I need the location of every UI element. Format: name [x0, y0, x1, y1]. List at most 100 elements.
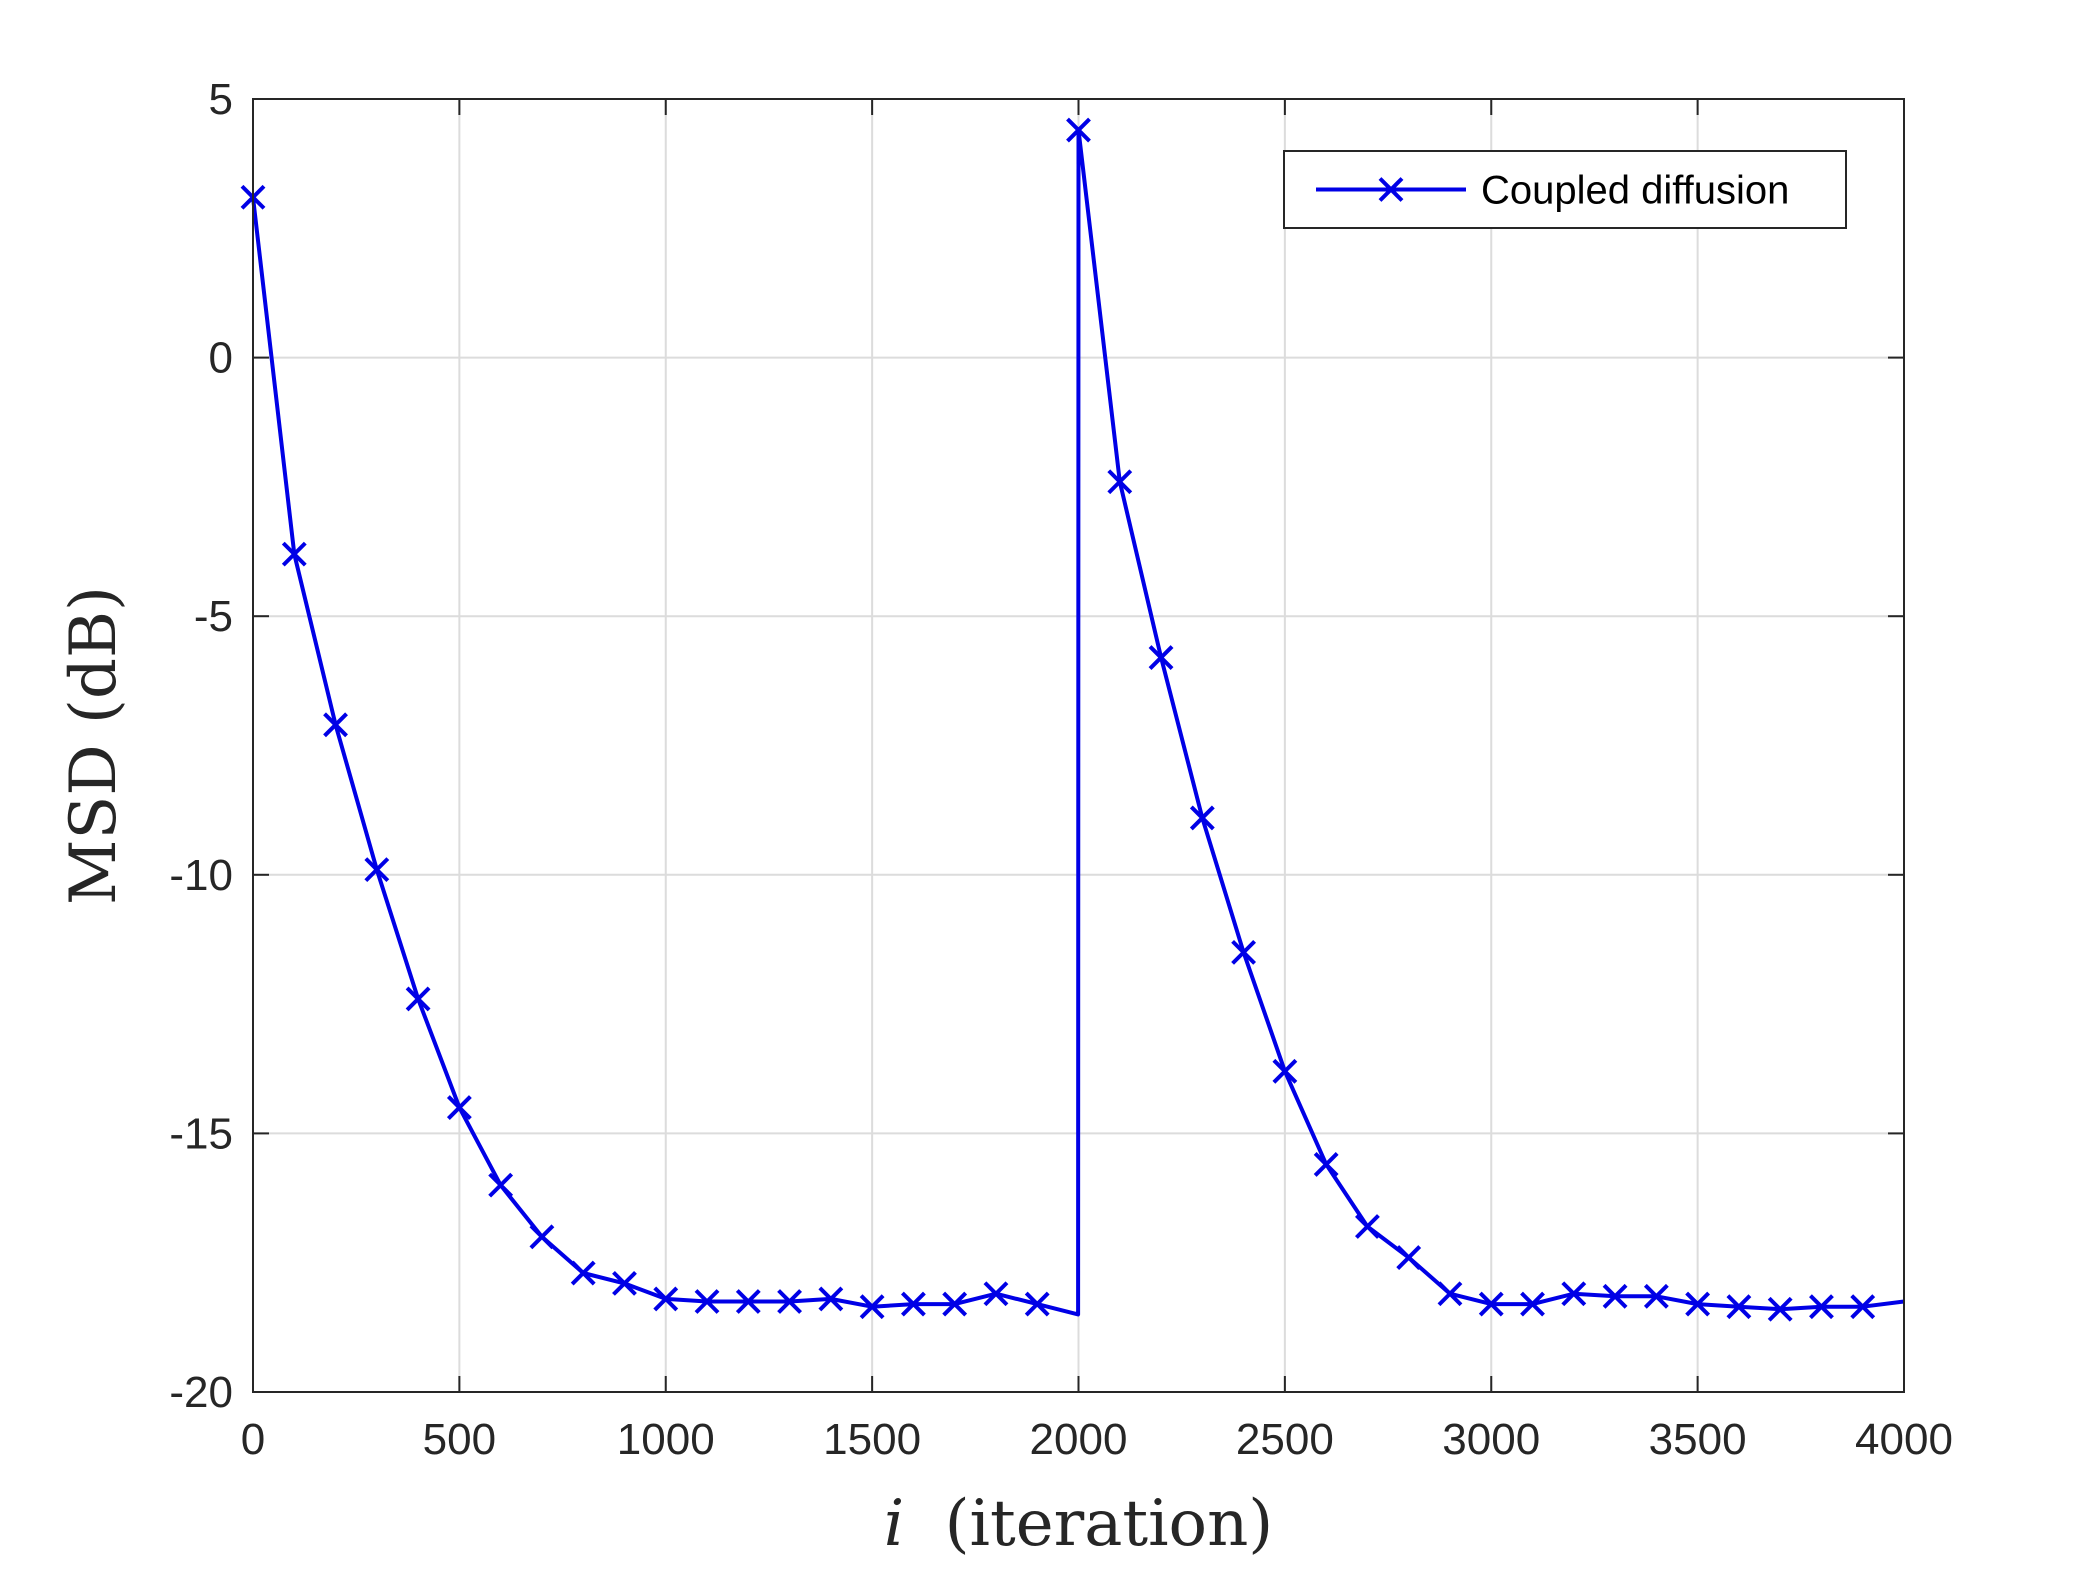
data-point-marker [900, 1291, 926, 1317]
marker-stroke [1066, 117, 1091, 143]
marker-stroke [1602, 1283, 1628, 1309]
marker-stroke [1313, 1152, 1339, 1177]
x-axis-label: i (iteration) [884, 1487, 1274, 1561]
marker-stroke [900, 1291, 926, 1317]
data-point-marker [529, 1224, 555, 1250]
data-point-marker [1107, 469, 1133, 495]
marker-stroke [1355, 1214, 1380, 1239]
marker-stroke [1272, 1058, 1298, 1084]
data-point-marker [694, 1289, 720, 1314]
x-tick-label: 2000 [1030, 1415, 1128, 1464]
data-point-marker [942, 1291, 968, 1317]
tick-labels: 0 500 1000 1500 2000 2500 3000 3500 4000 -20 -15 -1… [169, 75, 1953, 1464]
marker-stroke [1685, 1291, 1711, 1317]
x-tick-label: 0 [241, 1415, 265, 1464]
data-point-marker [1726, 1294, 1752, 1320]
data-point-marker [488, 1172, 514, 1198]
marker-stroke [1809, 1294, 1834, 1320]
plot-area-frame [252, 98, 1905, 1393]
marker-stroke [1643, 1283, 1669, 1309]
data-point-marker [405, 986, 431, 1012]
marker-stroke [281, 541, 307, 567]
data-point-marker [1520, 1291, 1545, 1317]
marker-stroke [1107, 469, 1133, 495]
marker-stroke [1767, 1296, 1793, 1322]
marker-stroke [1561, 1281, 1587, 1307]
data-point-marker [1355, 1214, 1380, 1239]
data-point-marker [612, 1270, 637, 1296]
y-tick-label: -20 [169, 1368, 233, 1417]
data-point-marker [1643, 1283, 1669, 1309]
marker-stroke [529, 1224, 555, 1250]
y-tick-label: -5 [194, 592, 233, 641]
x-axis-label-text: (iteration) [945, 1487, 1274, 1561]
marker-stroke [364, 857, 390, 883]
x-axis-label-italic: i [884, 1487, 904, 1561]
y-tick-label: 5 [209, 75, 233, 124]
y-tick-label: -15 [169, 1109, 233, 1158]
marker-stroke [446, 1095, 472, 1120]
legend: Coupled diffusion [1283, 150, 1847, 229]
y-axis-label: MSD (dB) [57, 586, 131, 905]
marker-stroke [1478, 1291, 1504, 1317]
x-tick-label: 1500 [823, 1415, 921, 1464]
data-point-marker [1850, 1294, 1876, 1320]
legend-entry-label: Coupled diffusion [1481, 169, 1789, 213]
data-point-marker [1396, 1245, 1422, 1270]
data-point-marker [323, 712, 348, 738]
data-point-marker [570, 1260, 596, 1286]
data-point-marker [1685, 1291, 1711, 1317]
x-tick-label: 3000 [1442, 1415, 1540, 1464]
marker-stroke [1231, 939, 1257, 965]
marker-stroke [1024, 1291, 1050, 1317]
marker-stroke [1437, 1281, 1463, 1307]
data-point-marker [446, 1095, 472, 1120]
data-point-marker [1024, 1291, 1050, 1317]
data-point-marker [1478, 1291, 1504, 1317]
series-layer [240, 117, 1905, 1322]
data-point-marker [1272, 1058, 1298, 1084]
legend-marker-x [1378, 177, 1404, 202]
y-tick-label: -10 [169, 851, 233, 900]
x-tick-label: 1000 [617, 1415, 715, 1464]
data-point-marker [1313, 1152, 1339, 1177]
data-point-marker [1602, 1283, 1628, 1309]
data-point-marker [1767, 1296, 1793, 1322]
x-tick-label: 3500 [1649, 1415, 1747, 1464]
marker-stroke [735, 1289, 761, 1314]
data-point-marker [281, 541, 307, 567]
marker-stroke [488, 1172, 514, 1198]
data-point-marker [1148, 645, 1174, 670]
x-tick-label: 2500 [1236, 1415, 1334, 1464]
y-tick-label: 0 [209, 334, 233, 383]
marker-stroke [653, 1286, 679, 1312]
data-point-marker [1809, 1294, 1834, 1320]
data-point-marker [735, 1289, 761, 1314]
data-point-marker [1066, 117, 1091, 143]
marker-stroke [942, 1291, 968, 1317]
marker-stroke [818, 1286, 844, 1312]
data-point-marker [1561, 1281, 1587, 1307]
marker-stroke [1189, 805, 1215, 831]
marker-stroke [777, 1289, 802, 1314]
data-point-marker [1231, 939, 1257, 965]
marker-stroke [570, 1260, 596, 1286]
data-point-marker [653, 1286, 679, 1312]
marker-stroke [612, 1270, 637, 1296]
data-point-marker [818, 1286, 844, 1312]
marker-stroke [1520, 1291, 1545, 1317]
data-point-marker [777, 1289, 802, 1314]
marker-stroke [1850, 1294, 1876, 1320]
marker-stroke [1726, 1294, 1752, 1320]
data-point-marker [983, 1281, 1009, 1307]
marker-stroke [1148, 645, 1174, 670]
marker-stroke [1378, 177, 1404, 202]
x-tick-label: 4000 [1855, 1415, 1953, 1464]
marker-stroke [859, 1294, 885, 1320]
marker-stroke [694, 1289, 720, 1314]
marker-stroke [323, 712, 348, 738]
legend-marker-stroke-group [1378, 177, 1404, 202]
x-tick-label: 500 [423, 1415, 496, 1464]
